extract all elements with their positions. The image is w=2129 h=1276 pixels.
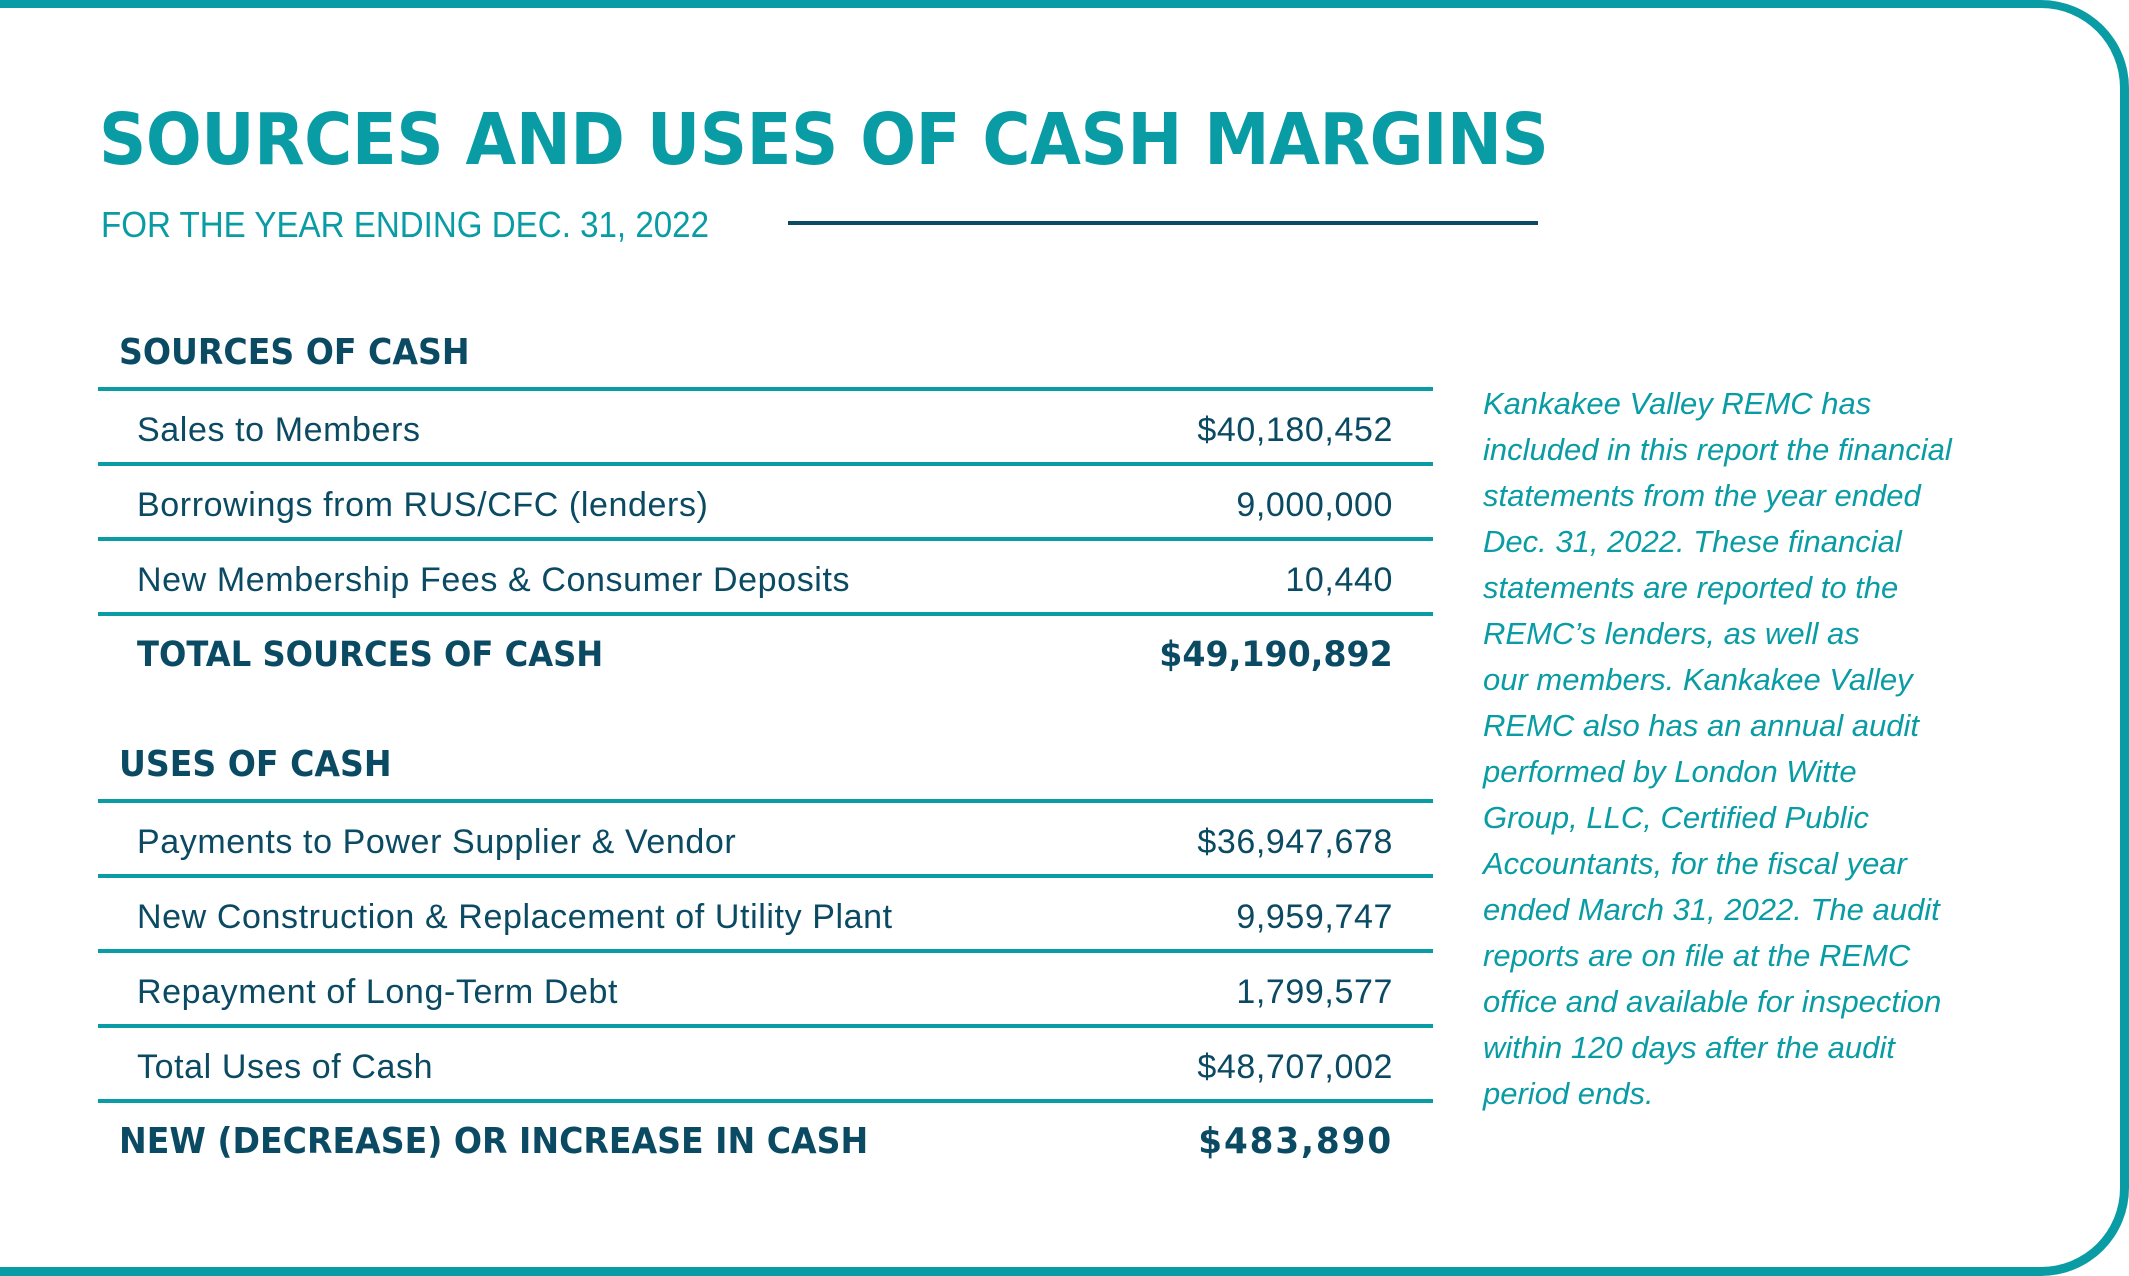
table-divider [98,1024,1433,1028]
note-line: reports are on file at the REMC [1483,933,2083,979]
note-line: Dec. 31, 2022. These financial [1483,519,2083,565]
note-line: Kankakee Valley REMC has [1483,381,2083,427]
row-value: $48,707,002 [1197,1047,1393,1087]
row-value: $36,947,678 [1197,822,1393,862]
row-label: Payments to Power Supplier & Vendor [137,822,736,862]
note-line: statements from the year ended [1483,473,2083,519]
row-value: 9,000,000 [1236,485,1393,525]
note-line: Accountants, for the fiscal year [1483,841,2083,887]
row-value: 10,440 [1285,560,1393,600]
subtitle-divider [788,221,1538,225]
net-change-label: NEW (DECREASE) OR INCREASE IN CASH [119,1122,868,1162]
row-label: Borrowings from RUS/CFC (lenders) [137,485,708,525]
table-divider [98,1099,1433,1103]
note-line: Group, LLC, Certified Public [1483,795,2083,841]
row-label: Total Uses of Cash [137,1047,433,1087]
row-label: Sales to Members [137,410,421,450]
note-line: included in this report the financial [1483,427,2083,473]
net-change-value: $483,890 [1198,1122,1393,1162]
table-divider [98,799,1433,803]
note-line: REMC’s lenders, as well as [1483,611,2083,657]
total-sources-label: TOTAL SOURCES OF CASH [137,635,603,675]
note-line: our members. Kankakee Valley [1483,657,2083,703]
note-line: statements are reported to the [1483,565,2083,611]
note-line: ended March 31, 2022. The audit [1483,887,2083,933]
page-title: SOURCES AND USES OF CASH MARGINS [99,98,1548,182]
row-value: $40,180,452 [1197,410,1393,450]
table-divider [98,612,1433,616]
note-line: within 120 days after the audit [1483,1025,2083,1071]
row-label: Repayment of Long-Term Debt [137,972,618,1012]
table-divider [98,537,1433,541]
note-line: REMC also has an annual audit [1483,703,2083,749]
sources-heading: SOURCES OF CASH [119,333,470,373]
row-label: New Construction & Replacement of Utilit… [137,897,893,937]
page-subtitle: FOR THE YEAR ENDING DEC. 31, 2022 [101,203,709,247]
note-line: period ends. [1483,1071,2083,1117]
total-sources-value: $49,190,892 [1160,635,1393,675]
row-value: 1,799,577 [1236,972,1393,1012]
note-line: office and available for inspection [1483,979,2083,1025]
row-label: New Membership Fees & Consumer Deposits [137,560,850,600]
table-divider [98,874,1433,878]
financial-statement-note: Kankakee Valley REMC has included in thi… [1483,381,2083,1117]
table-divider [98,949,1433,953]
row-value: 9,959,747 [1236,897,1393,937]
table-divider [98,387,1433,391]
uses-heading: USES OF CASH [119,745,392,785]
table-divider [98,462,1433,466]
note-line: performed by London Witte [1483,749,2083,795]
